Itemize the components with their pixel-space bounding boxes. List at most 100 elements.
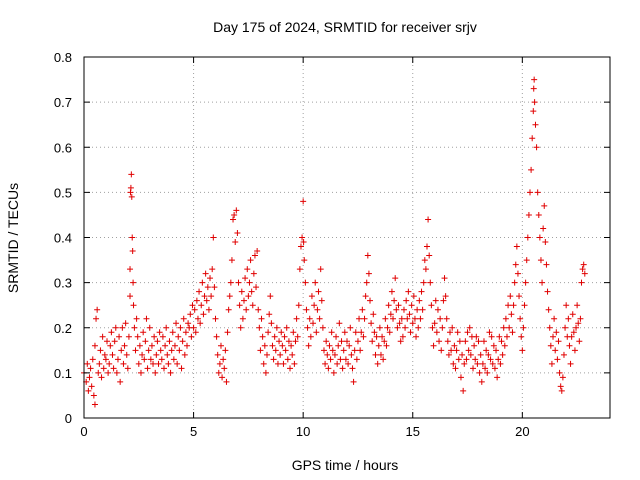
data-point [211,284,218,291]
data-point [101,351,108,358]
data-point [403,297,410,304]
data-point [344,338,350,345]
data-point [106,360,113,367]
data-point [242,275,249,282]
data-point [148,342,155,349]
data-point [130,302,137,309]
data-point [347,324,354,331]
data-point [340,347,347,354]
y-tick-label: 0.6 [54,140,72,155]
data-point [550,333,557,340]
data-point [484,369,491,376]
data-point [579,266,586,273]
data-point [533,144,540,151]
data-point [305,342,312,349]
data-point [280,360,287,367]
data-point [566,342,573,349]
data-point [84,360,91,367]
data-point [442,293,449,300]
data-point [547,342,554,349]
data-point [190,324,197,331]
data-point [240,297,247,304]
data-point [534,189,541,196]
data-point [311,302,318,309]
data-point [462,338,469,345]
data-point [215,369,222,376]
data-point [349,365,356,372]
data-point [328,329,335,336]
data-point [473,333,480,340]
data-point [308,293,315,300]
data-point [306,315,313,322]
data-point [171,342,178,349]
data-point [257,347,264,354]
data-point [284,356,291,363]
data-point [465,347,472,354]
axis-ticks: 0 5 10 15 20 0 0.1 0.2 0.3 0.4 0.5 0.6 0.7 0.8 [54,50,610,439]
data-point [254,248,261,255]
data-point [448,347,455,354]
data-point [119,324,126,331]
data-point [392,275,399,282]
data-point [488,333,495,340]
data-point [453,347,460,354]
data-point [214,351,221,358]
data-point [233,207,240,214]
data-point [220,356,227,363]
data-point [433,329,440,336]
data-point [413,333,420,340]
data-point [296,266,303,273]
data-point [447,329,454,336]
data-point [359,306,366,313]
data-point [151,333,158,340]
data-point [135,360,142,367]
data-point [525,211,532,218]
data-point [237,324,244,331]
y-tick-label: 0.7 [54,95,72,110]
data-point [482,365,489,372]
data-point [226,293,233,300]
data-point [326,342,333,349]
data-point [145,347,152,354]
data-point [450,360,457,367]
data-point [404,315,411,322]
data-point [245,293,252,300]
data-point [105,369,112,376]
data-point [325,365,332,372]
data-point [479,360,486,367]
data-point [197,320,204,327]
data-point [247,257,254,264]
data-point [545,306,552,313]
data-point [416,297,423,304]
data-point [181,351,188,358]
data-point [231,211,238,218]
data-point [239,315,246,322]
data-point [557,383,564,390]
data-point [509,329,516,336]
data-point [396,320,403,327]
data-point [426,252,433,259]
data-point [207,275,214,282]
data-point [430,342,437,349]
data-point [563,302,570,309]
chart-title: Day 175 of 2024, SRMTID for receiver srj… [213,19,477,35]
data-point [501,342,508,349]
data-point [375,342,382,349]
data-point [567,360,574,367]
data-point [342,356,349,363]
data-point [302,279,309,286]
data-point [417,315,424,322]
data-point [319,324,326,331]
data-point [98,374,105,381]
data-point [574,302,581,309]
data-point [133,315,140,322]
data-point [164,351,171,358]
data-point [127,293,134,300]
data-point [277,351,284,358]
data-point [142,338,149,345]
data-point [512,261,519,268]
data-point [581,270,588,277]
data-point [152,369,159,376]
x-tick-label: 10 [296,424,310,439]
data-point [132,347,139,354]
